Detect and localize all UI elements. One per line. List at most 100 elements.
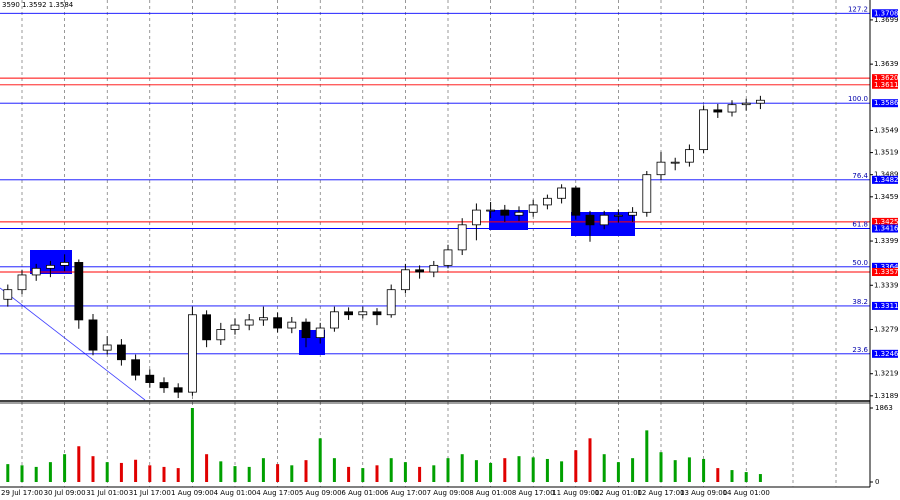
volume-bar [77, 446, 81, 482]
x-tick-label: 29 Jul 17:00 [1, 489, 43, 497]
candle-body [685, 149, 694, 163]
volume-bar [616, 462, 620, 482]
volume-bar [460, 454, 464, 482]
level-tag-label: 1.3416 [874, 225, 899, 233]
x-tick-label: 6 Aug 17:00 [384, 489, 427, 497]
candle-body [557, 187, 566, 199]
fib-label: 23.6 [852, 346, 868, 354]
candle-body [287, 321, 297, 329]
y-tick-label: 1.3549 [874, 126, 899, 134]
candle-body [258, 317, 268, 321]
y-tick-label: 1.3189 [874, 392, 899, 400]
x-tick-label: 6 Aug 01:00 [341, 489, 384, 497]
volume-bar [148, 465, 152, 482]
candle-body [102, 344, 112, 351]
candle-body [528, 204, 538, 213]
fib-label: 76.4 [852, 172, 868, 180]
volume-bar [105, 462, 109, 482]
x-tick-label: 4 Aug 01:00 [214, 489, 257, 497]
candle-body [642, 174, 652, 213]
volume-bar [190, 408, 194, 482]
y-tick-label: 1.3489 [874, 171, 899, 179]
volume-bar [474, 460, 478, 482]
level-tag [872, 268, 898, 277]
candle-body [358, 311, 368, 316]
volume-bar [63, 454, 67, 482]
volume-bar [332, 458, 336, 482]
y-tick-label: 1.3699 [874, 16, 899, 24]
volume-bar [6, 464, 10, 482]
candle-body [46, 264, 55, 269]
candle-body [74, 262, 84, 321]
level-tag-label: 1.3620 [874, 74, 899, 82]
volume-bar [276, 464, 280, 482]
axis: 1.3699 1.3639 1.3549 1.3519 1.3489 1.3459 1.33… [1, 9, 899, 497]
volume-bar [261, 458, 265, 482]
volume-bar [489, 462, 493, 482]
x-tick-label: 8 Aug 01:00 [469, 489, 512, 497]
candle-body [386, 289, 396, 316]
fib-label: 38.2 [852, 298, 868, 306]
fib-label: 50.0 [852, 259, 868, 267]
candle-body [230, 324, 240, 330]
x-tick-label: 8 Aug 17:00 [512, 489, 555, 497]
candle-body [372, 311, 382, 316]
level-tag [872, 217, 898, 226]
candle-body [173, 387, 183, 393]
volume-bar [730, 470, 734, 482]
volume-bar [574, 450, 578, 482]
candle-body [315, 327, 325, 339]
level-tag [872, 349, 898, 358]
volume-bar [162, 466, 166, 482]
volume-bar [716, 468, 720, 482]
trend-line [0, 287, 146, 401]
volume-bar [48, 462, 52, 482]
candle-body [457, 224, 467, 251]
volume-bar [205, 454, 209, 482]
candle-body [670, 161, 680, 164]
volumes [6, 408, 762, 482]
volume-bar [517, 456, 521, 482]
candle-body [656, 161, 666, 176]
volume-bar [304, 460, 308, 482]
volume-bar [758, 474, 762, 482]
volume-bar [91, 456, 95, 482]
volume-bar [347, 466, 351, 482]
volume-bar [318, 438, 322, 482]
level-tag [872, 175, 898, 184]
volume-bar [673, 460, 677, 482]
x-tick-label: 1 Aug 09:00 [171, 489, 214, 497]
volume-bar [134, 459, 138, 482]
level-tag-label: 1.3482 [874, 176, 899, 184]
volume-bar [744, 472, 748, 482]
volume-bar [20, 465, 24, 482]
candle-body [202, 314, 212, 341]
candle-body [216, 329, 226, 341]
candle-body [543, 197, 552, 206]
volume-bar [432, 465, 436, 482]
volume-bar [375, 465, 379, 482]
volume-bar [34, 466, 38, 482]
y-tick-label: 1.3279 [874, 325, 899, 333]
candle-body [187, 314, 197, 393]
fib-label: 61.8 [852, 221, 868, 229]
candle-body [614, 214, 623, 217]
y-tick-label: 1.3219 [874, 370, 899, 378]
candle-body [301, 321, 311, 339]
level-tag [872, 99, 898, 108]
volume-bar [233, 466, 237, 482]
candle-body [741, 102, 751, 106]
y-tick-label: 1.3399 [874, 237, 899, 245]
volume-bar [446, 458, 450, 482]
volume-bar [418, 466, 422, 482]
candle-body [17, 274, 27, 291]
candle-body [117, 344, 126, 361]
volume-bar [531, 457, 535, 482]
level-tag-label: 1.3708 [874, 9, 899, 17]
candle-body [31, 267, 41, 276]
y-tick-label: 1.3519 [874, 149, 899, 157]
fib-label: 100.0 [848, 95, 868, 103]
candle-body [244, 319, 254, 326]
candle-body [400, 269, 410, 291]
volume-tick-label: 0 [875, 478, 879, 486]
